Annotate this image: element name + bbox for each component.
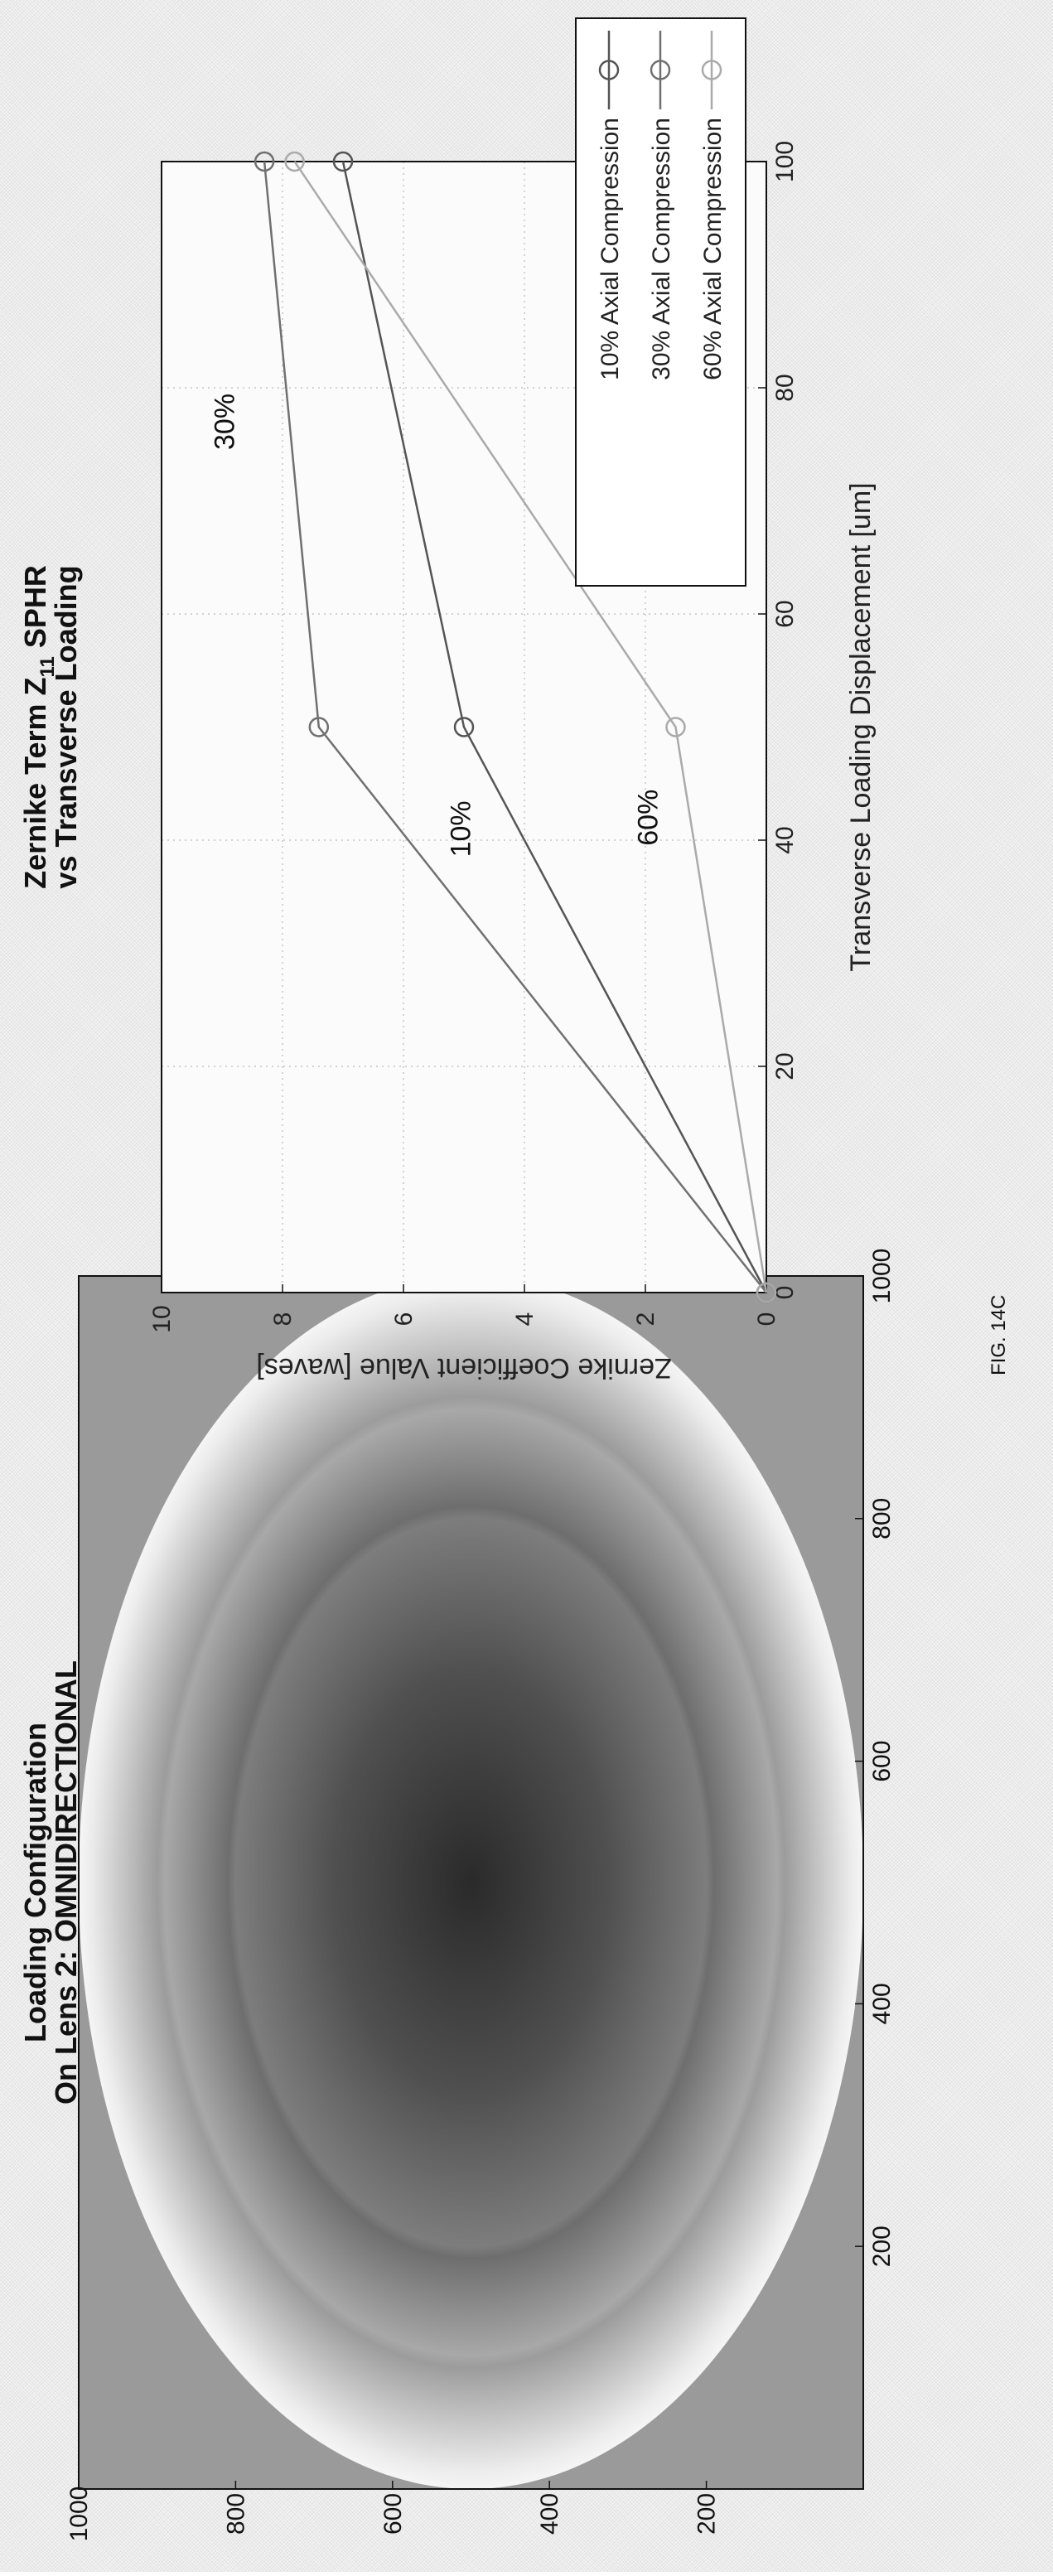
y-tick-label: 1000 — [65, 2487, 93, 2542]
data-point — [665, 717, 686, 737]
x-tick-label: 600 — [868, 1741, 896, 1782]
x-tick-label: 100 — [771, 141, 799, 182]
chart-title-line-2: On Lens 2: OMNIDIRECTIONAL — [49, 1660, 83, 2105]
x-tick-label: 1000 — [868, 1249, 896, 1304]
series-annotation: 10% — [445, 800, 476, 857]
y-tick-label: 800 — [222, 2493, 249, 2535]
legend-swatch-marker — [598, 60, 620, 80]
x-tick-label: 800 — [868, 1498, 896, 1539]
legend-swatch-marker — [650, 60, 671, 80]
x-tick-label: 40 — [771, 826, 799, 853]
y-tick-label: 6 — [390, 1312, 418, 1327]
y-tick-label: 200 — [693, 2493, 721, 2535]
legend-label: 10% Axial Compression — [597, 118, 624, 380]
x-tick-label: 200 — [868, 2226, 896, 2267]
x-tick-label: 80 — [771, 374, 799, 401]
y-tick-label: 4 — [511, 1312, 539, 1327]
title-subscript: 11 — [36, 656, 59, 677]
zernike-line-chart: 0 20 40 60 80 100 0 2 4 6 8 10 Transverse Loading Di… — [18, 17, 877, 1384]
data-point — [332, 151, 354, 172]
legend-box — [575, 17, 746, 587]
title-part: Zernike Term Z — [18, 677, 52, 888]
y-tick-label: 2 — [632, 1312, 659, 1327]
y-tick-label: 0 — [753, 1312, 780, 1327]
data-point — [756, 1282, 777, 1303]
chart-title-line-2: vs Transverse Loading — [49, 565, 83, 888]
series-line — [293, 161, 768, 1293]
legend-swatch-marker — [701, 60, 722, 80]
lens-heatmap-chart: 20040060080010002004006008001000Loading … — [18, 1249, 896, 2542]
data-point — [284, 151, 305, 172]
data-point — [453, 717, 475, 737]
data-point — [254, 151, 275, 172]
x-tick-label: 20 — [771, 1052, 799, 1080]
title-part: SPHR — [18, 565, 52, 656]
series-annotation: 60% — [633, 790, 664, 846]
series-line — [341, 161, 768, 1293]
y-tick-label: 8 — [269, 1312, 297, 1327]
y-tick-label: 600 — [379, 2493, 407, 2535]
x-axis-label: Transverse Loading Displacement [um] — [845, 482, 877, 971]
chart-title-line-1: Zernike Term Z11 SPHR — [18, 565, 59, 889]
legend-label: 60% Axial Compression — [699, 118, 727, 380]
y-tick-label: 400 — [536, 2493, 563, 2535]
x-tick-label: 60 — [771, 600, 799, 627]
x-tick-label: 400 — [868, 1983, 896, 2024]
series-line — [263, 161, 767, 1293]
data-point — [308, 717, 330, 737]
x-tick-label: 0 — [771, 1286, 799, 1300]
series-annotation: 30% — [210, 394, 241, 450]
plot-frame — [161, 161, 767, 1293]
chart-title-line-1: Loading Configuration — [18, 1723, 52, 2042]
y-tick-label: 10 — [148, 1305, 176, 1332]
y-axis-label: Zernike Coefficient Value [waves] — [256, 1352, 671, 1384]
legend-label: 30% Axial Compression — [648, 118, 675, 380]
lens-disc — [79, 1276, 863, 2489]
legend: 10% Axial Compression 30% Axial Compressi… — [575, 17, 746, 587]
figure-label: FIG. 14C — [988, 1294, 1010, 1375]
